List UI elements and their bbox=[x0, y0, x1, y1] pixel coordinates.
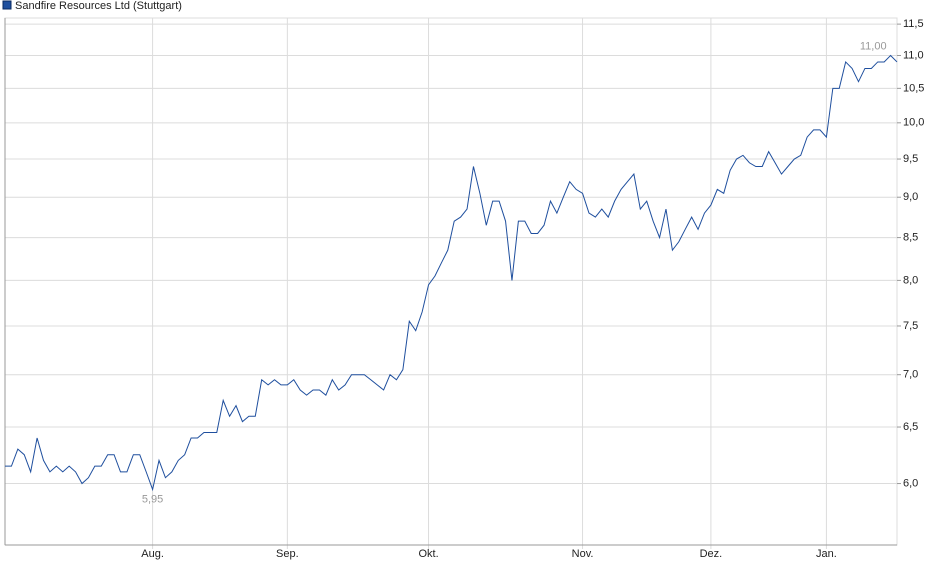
annotation: 5,95 bbox=[142, 493, 163, 505]
x-tick-label: Sep. bbox=[276, 548, 299, 560]
x-tick-label: Dez. bbox=[700, 548, 723, 560]
chart-title: Sandfire Resources Ltd (Stuttgart) bbox=[15, 0, 182, 12]
y-tick-label: 7,5 bbox=[903, 320, 918, 332]
legend-swatch bbox=[2, 0, 12, 10]
y-tick-label: 11,0 bbox=[903, 49, 924, 61]
y-tick-label: 6,5 bbox=[903, 421, 918, 433]
y-tick-label: 6,0 bbox=[903, 477, 918, 489]
x-tick-label: Aug. bbox=[141, 548, 164, 560]
x-tick-label: Okt. bbox=[418, 548, 438, 560]
y-tick-label: 9,0 bbox=[903, 191, 918, 203]
y-tick-label: 9,5 bbox=[903, 153, 918, 165]
y-tick-label: 11,5 bbox=[903, 18, 924, 30]
y-tick-label: 7,0 bbox=[903, 369, 918, 381]
price-line bbox=[5, 54, 898, 492]
x-tick-label: Jan. bbox=[816, 548, 837, 560]
y-tick-label: 8,5 bbox=[903, 231, 918, 243]
x-tick-label: Nov. bbox=[572, 548, 594, 560]
annotation: 11,00 bbox=[860, 40, 887, 52]
y-tick-label: 8,0 bbox=[903, 274, 918, 286]
y-tick-label: 10,5 bbox=[903, 82, 924, 94]
y-tick-label: 10,0 bbox=[903, 117, 924, 129]
plot-area bbox=[4, 17, 898, 546]
